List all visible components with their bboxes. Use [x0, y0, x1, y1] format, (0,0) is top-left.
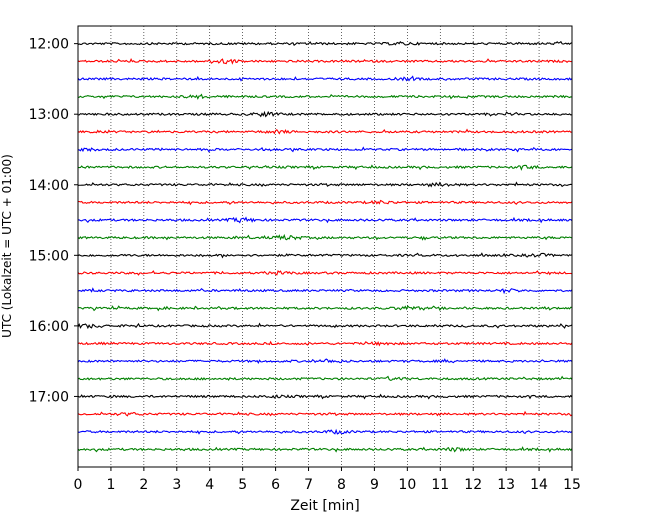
trace-line: [77, 446, 573, 453]
x-tick-label: 15: [563, 477, 581, 493]
trace-line: [77, 252, 573, 259]
y-ticks: 12:00 13:00 14:00 15:00 16:00 17:00: [29, 37, 78, 405]
y-tick-label: 14:00: [29, 178, 69, 194]
trace-line: [77, 128, 573, 135]
x-tick-label: 8: [337, 477, 346, 493]
y-axis-label: UTC (Lokalzeit = UTC + 01:00): [0, 154, 14, 338]
trace-line: [77, 75, 573, 82]
y-tick-label: 16:00: [29, 319, 69, 335]
trace-line: [77, 270, 573, 276]
x-tick-label: 11: [431, 477, 449, 493]
x-tick-label: 7: [304, 477, 313, 493]
trace-line: [77, 164, 573, 171]
x-tick-label: 12: [464, 477, 482, 493]
trace-line: [77, 322, 573, 330]
trace-line: [77, 58, 573, 65]
x-tick-label: 1: [106, 477, 115, 493]
x-tick-label: 3: [172, 477, 181, 493]
trace-line: [77, 233, 573, 241]
trace-line: [77, 110, 573, 118]
x-tick-label: 0: [74, 477, 83, 493]
trace-line: [77, 146, 573, 153]
trace-line: [77, 199, 573, 206]
plot-background: [78, 26, 572, 467]
y-tick-label: 12:00: [29, 37, 69, 53]
x-tick-label: 10: [398, 477, 416, 493]
x-tick-label: 9: [370, 477, 379, 493]
trace-line: [77, 358, 573, 364]
trace-line: [77, 93, 573, 100]
x-tick-label: 6: [271, 477, 280, 493]
trace-line: [77, 305, 573, 312]
x-tick-label: 13: [497, 477, 515, 493]
x-axis-label: Zeit [min]: [290, 498, 359, 514]
trace-line: [77, 181, 573, 188]
trace-line: [77, 287, 573, 295]
y-tick-label: 13:00: [29, 107, 69, 123]
x-tick-label: 4: [205, 477, 214, 493]
plot-frame: [77, 25, 573, 468]
x-ticks: 0 1 2 3 4 5 6 7 8 9 10 11 12 13 14 15: [74, 467, 581, 493]
y-tick-label: 15:00: [29, 248, 69, 264]
trace-line: [77, 340, 573, 347]
trace-line: [77, 216, 573, 224]
trace-line: [77, 40, 573, 46]
y-tick-label: 17:00: [29, 389, 69, 405]
x-tick-label: 5: [238, 477, 247, 493]
trace-line: [77, 428, 573, 435]
x-tick-label: 14: [530, 477, 548, 493]
x-tick-label: 2: [139, 477, 148, 493]
trace-line: [77, 393, 573, 400]
trace-line: [77, 375, 573, 381]
traces: [77, 40, 573, 453]
trace-line: [77, 410, 573, 417]
